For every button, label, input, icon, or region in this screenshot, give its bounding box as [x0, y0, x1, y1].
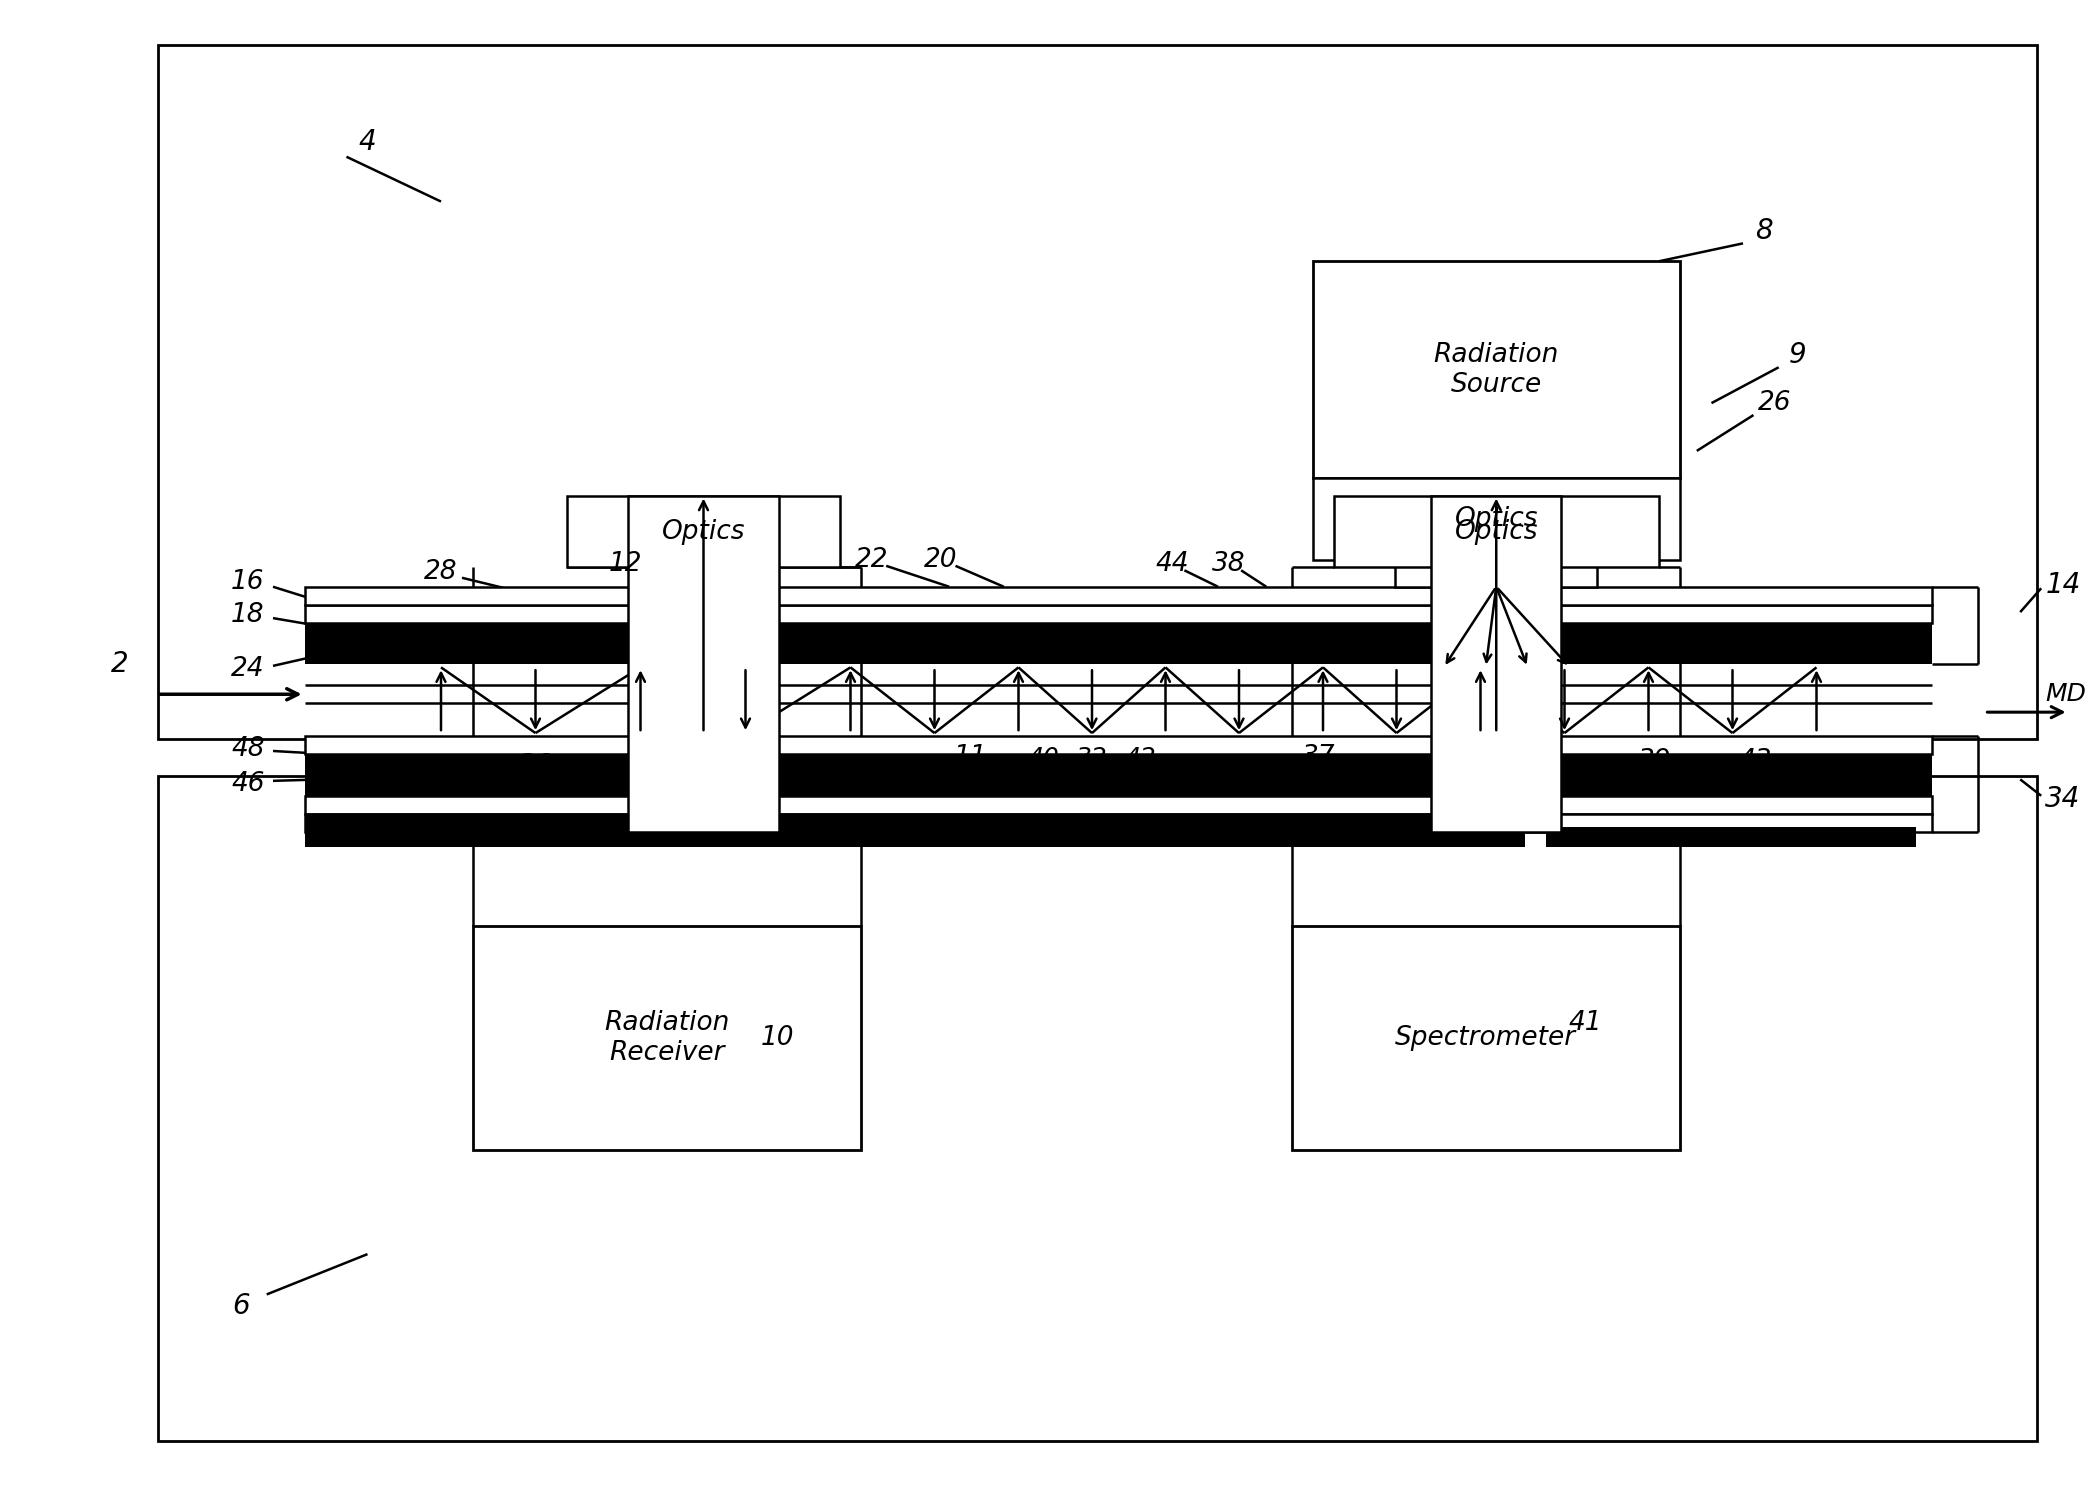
- Text: 43: 43: [1739, 748, 1772, 775]
- Text: 40: 40: [1027, 746, 1061, 770]
- Text: 36: 36: [519, 752, 552, 779]
- Text: 34: 34: [2045, 785, 2081, 812]
- Bar: [1312, 261, 1680, 478]
- Bar: [304, 623, 1932, 664]
- Text: 8: 8: [1756, 218, 1772, 245]
- Text: 6: 6: [233, 1293, 250, 1320]
- Text: 26: 26: [1758, 390, 1791, 417]
- Bar: [1546, 827, 1915, 847]
- Text: 37: 37: [1302, 744, 1336, 770]
- Text: 32: 32: [1075, 746, 1109, 770]
- Text: MD: MD: [2045, 682, 2085, 706]
- Bar: [1292, 926, 1680, 1150]
- Text: Radiation
Receiver: Radiation Receiver: [605, 1009, 729, 1066]
- Bar: [1312, 478, 1680, 560]
- Text: 42: 42: [1124, 746, 1157, 770]
- Text: 9: 9: [1789, 342, 1806, 369]
- Text: 20: 20: [924, 546, 958, 573]
- Text: 2: 2: [111, 651, 128, 678]
- Text: Optics: Optics: [1455, 506, 1537, 532]
- Text: 24: 24: [231, 655, 265, 682]
- Text: 46: 46: [231, 770, 265, 797]
- Bar: [304, 814, 1525, 847]
- Bar: [304, 587, 1932, 605]
- Text: 41: 41: [1569, 1009, 1602, 1036]
- Bar: [304, 754, 1932, 796]
- Text: Optics: Optics: [1455, 518, 1537, 545]
- Bar: [304, 796, 1932, 814]
- Bar: [1334, 496, 1659, 567]
- Text: 38: 38: [1212, 551, 1245, 578]
- Text: 18: 18: [231, 602, 265, 629]
- Text: 4: 4: [359, 128, 376, 155]
- Bar: [158, 776, 2037, 1441]
- Bar: [567, 496, 840, 567]
- Text: 39: 39: [1638, 748, 1672, 775]
- Bar: [628, 496, 779, 832]
- Text: 14: 14: [2045, 572, 2081, 599]
- Bar: [1432, 496, 1562, 832]
- Text: 10: 10: [760, 1024, 794, 1051]
- Text: 44: 44: [1155, 551, 1189, 578]
- Bar: [304, 605, 1932, 623]
- Text: Spectrometer: Spectrometer: [1394, 1024, 1577, 1051]
- Text: 48: 48: [231, 736, 265, 763]
- Text: 22: 22: [855, 546, 888, 573]
- Text: 12: 12: [609, 551, 643, 578]
- Bar: [1394, 560, 1598, 587]
- Bar: [158, 45, 2037, 739]
- Bar: [472, 926, 861, 1150]
- Text: 28: 28: [424, 558, 458, 585]
- Text: Optics: Optics: [662, 518, 746, 545]
- Text: 16: 16: [231, 569, 265, 596]
- Text: 11: 11: [953, 744, 987, 770]
- Bar: [304, 736, 1932, 754]
- Text: Radiation
Source: Radiation Source: [1434, 342, 1558, 397]
- Bar: [304, 814, 1932, 832]
